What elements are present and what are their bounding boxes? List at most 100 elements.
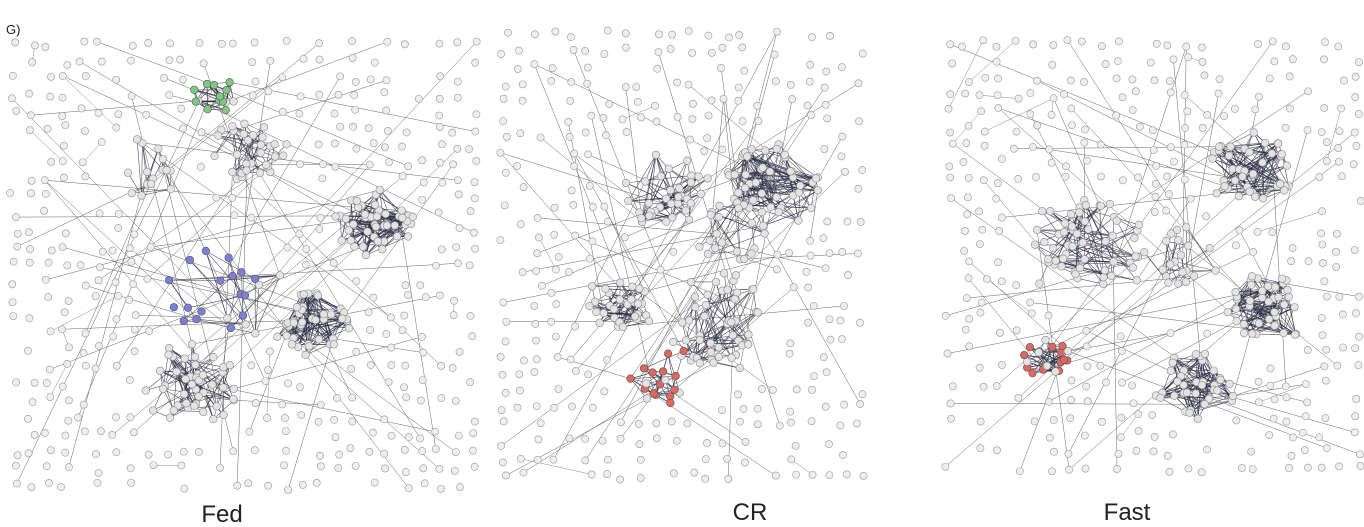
node [588,112,595,119]
node [1288,452,1295,459]
node [588,283,596,291]
node [1083,157,1090,164]
node [315,141,322,148]
node [454,260,461,267]
node [1136,123,1143,130]
node [1069,243,1077,251]
node [704,250,712,258]
node [1357,197,1364,204]
edge [1258,211,1322,232]
node [387,314,394,321]
edge [1182,47,1186,273]
node [316,452,323,459]
node [338,315,346,323]
node [41,177,48,184]
node [471,195,478,202]
node [302,261,309,268]
node [642,380,650,388]
node [1280,301,1288,309]
node [61,309,68,316]
node [499,371,506,378]
node [271,153,279,161]
node [821,145,828,152]
node [1050,42,1057,49]
node [1252,106,1259,113]
node [26,127,33,134]
node [1304,127,1311,134]
node [1064,37,1071,44]
node [533,268,540,275]
node [993,447,1000,454]
node [188,381,196,389]
node [821,84,828,91]
node [1114,58,1121,65]
node [178,105,185,112]
node [589,238,596,245]
node [367,76,374,83]
node [787,167,795,175]
node [296,383,303,390]
node [1246,297,1254,305]
node [736,364,744,372]
node [774,251,781,258]
node [1048,159,1055,166]
node [853,420,860,427]
node [604,27,611,34]
node [213,403,221,411]
node [1110,258,1118,266]
node [1353,395,1360,402]
node [211,152,219,160]
node [265,88,272,95]
node [257,141,265,149]
node [859,166,866,173]
node [283,37,290,44]
node [1106,200,1114,208]
node [1013,282,1020,289]
node [337,123,344,130]
node [1238,465,1245,472]
node [452,397,459,404]
node [670,470,677,477]
node [1100,273,1108,281]
node [12,213,19,220]
node [28,483,35,490]
node [1232,305,1240,313]
node [78,105,85,112]
node [128,92,135,99]
node [8,95,15,102]
node [470,430,477,437]
node [26,90,33,97]
edge [63,76,117,128]
node [192,98,200,106]
node [402,362,409,369]
node [260,124,268,132]
node [385,379,392,386]
node [1248,330,1256,338]
node [251,39,258,46]
node [77,262,84,269]
node [552,28,559,35]
node [1201,72,1208,79]
node [1254,228,1261,235]
node [59,72,66,79]
node [741,67,748,74]
node [1113,465,1120,472]
node [514,404,521,411]
node [980,37,987,44]
node [398,207,406,215]
node [839,451,846,458]
node [685,216,693,224]
node [449,161,456,168]
node [1357,462,1364,469]
node [433,262,440,269]
node [28,177,35,184]
node [622,84,629,91]
node [59,383,66,390]
node [1117,333,1124,340]
node [735,189,743,197]
node [982,74,989,81]
node [1199,58,1206,65]
node [724,286,732,294]
node [965,258,972,265]
node [631,313,639,321]
